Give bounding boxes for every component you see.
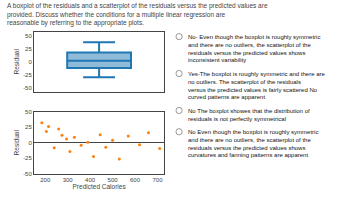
- svg-text:No Even though the boxplot is: No Even though the boxplot is roughly sy…: [188, 129, 318, 158]
- svg-text:Predicted Calories: Predicted Calories: [73, 183, 127, 190]
- svg-text:A boxplot of the residuals and: A boxplot of the residuals and a scatter…: [7, 2, 268, 27]
- svg-text:0: 0: [28, 140, 32, 146]
- svg-text:25: 25: [25, 46, 32, 52]
- svg-text:Residual: Residual: [13, 49, 20, 75]
- svg-text:600: 600: [130, 177, 141, 183]
- svg-text:No The boxplot showes that the: No The boxplot showes that the distribut…: [188, 108, 310, 122]
- svg-text:-25: -25: [23, 72, 32, 78]
- svg-text:25: 25: [25, 124, 32, 130]
- svg-text:Residual: Residual: [13, 130, 20, 156]
- svg-text:500: 500: [108, 177, 119, 183]
- svg-text:300: 300: [63, 177, 74, 183]
- svg-text:-50: -50: [23, 171, 32, 177]
- svg-text:50: 50: [25, 109, 32, 115]
- svg-text:400: 400: [85, 177, 96, 183]
- svg-text:Yes-The boxplot is roughly sym: Yes-The boxplot is roughly symmetric and…: [188, 71, 326, 100]
- svg-text:0: 0: [28, 59, 32, 65]
- svg-text:700: 700: [152, 177, 163, 183]
- svg-text:No- Even though the boxplot is: No- Even though the boxplot is roughly s…: [188, 34, 320, 63]
- svg-text:50: 50: [25, 33, 32, 39]
- svg-text:-25: -25: [23, 155, 32, 161]
- svg-text:200: 200: [40, 177, 51, 183]
- svg-text:-50: -50: [23, 85, 32, 91]
